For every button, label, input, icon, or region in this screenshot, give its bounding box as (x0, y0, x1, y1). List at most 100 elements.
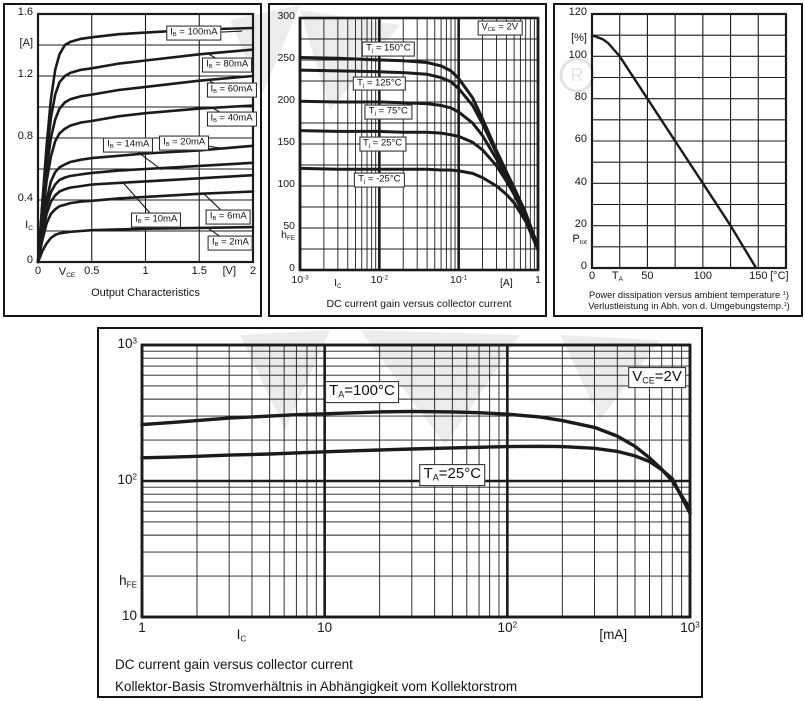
plot-frame (36, 12, 255, 264)
curve-IB-40mA (36, 104, 255, 264)
y-tick-label: 60 (574, 133, 587, 146)
y-axis-label: hFE (119, 572, 137, 590)
curve-Tj--25C (298, 166, 540, 252)
x-axis-label: IC (334, 277, 342, 290)
annotation-T-j-75-C: Tj = 75°C (364, 104, 412, 120)
y-tick-label: 1.2 (17, 68, 33, 81)
y-tick-label: 120 (568, 6, 587, 19)
annotation-T-j-125-C: Tj = 125°C (353, 76, 406, 91)
y-tick-label: 40 (574, 175, 587, 188)
x-tick-label: 1 (142, 265, 149, 277)
x-tick-label: 103 (680, 620, 700, 635)
x-tick-label: 10-3 (291, 274, 309, 286)
curve-TA-25C (140, 444, 692, 515)
annotation-I-B-40mA: IB = 40mA (206, 111, 257, 127)
y-tick-label: 1.6 (17, 6, 33, 19)
annotation-I-B-80mA: IB = 80mA (202, 57, 253, 73)
curve-TA-100C (140, 409, 692, 511)
curve-Tj-125C (298, 68, 540, 249)
x-tick-label: 0 (34, 265, 42, 277)
y-tick-label: 0 (26, 254, 33, 267)
y-tick-label: 150 (277, 136, 295, 149)
x-tick-label: 1 (138, 620, 146, 635)
annotation-T-j--25-C: Tj = -25°C (354, 172, 405, 188)
annotation-T-A-25-C: TA=25°C (419, 464, 486, 487)
x-axis-label: [°C] (770, 270, 789, 282)
annotation-T-j-150-C: Tj = 150°C (362, 41, 415, 57)
curve-IB-80mA (36, 48, 255, 264)
annotation-V-CE-2V: VCE = 2V (477, 20, 523, 36)
y-tick-label: 100 (277, 178, 295, 191)
y-tick-label: 102 (117, 471, 137, 487)
y-tick-label: 0.4 (17, 192, 33, 205)
chart-caption: Output Characteristics (91, 287, 200, 299)
plot-frame (140, 343, 692, 619)
curve-IB-6mA (36, 190, 255, 264)
annotation-I-B-14mA: IB = 14mA (103, 137, 154, 153)
annotation-I-B-60mA: IB = 60mA (206, 82, 257, 98)
curve-IB-10mA (36, 173, 255, 264)
chart-canvas (590, 12, 788, 270)
x-tick-label: 50 (641, 270, 654, 282)
y-tick-label: 250 (277, 52, 295, 65)
annotation-I-B-2mA: IB = 2mA (208, 235, 253, 251)
x-tick-label: 10-1 (450, 274, 468, 286)
y-tick-label: 103 (117, 335, 137, 351)
y-tick-label: 300 (277, 10, 295, 23)
x-tick-label: 1 (535, 274, 541, 286)
x-tick-label: 0 (588, 270, 596, 282)
plot-frame (590, 12, 788, 270)
chart-caption: DC current gain versus collector current (326, 298, 512, 310)
x-tick-label: 10 (317, 620, 333, 635)
curve-IB-20mA (36, 144, 255, 264)
chart-hfe-vs-collector-current-large: 1 10 102 103 IC [mA] 10 102 103 hFE VCE=2V TA=100°C… (97, 327, 703, 698)
plot-frame (298, 16, 540, 272)
curve-IB-2mA (36, 225, 255, 264)
y-tick-label: 200 (277, 94, 295, 107)
annotation-I-B-100mA: IB = 100mA (166, 25, 222, 41)
chart-power-dissipation-derating: 0 50 100 150 TA [°C] 0 20 40 60 80 100 120 [%] Ptot Pow… (553, 3, 803, 317)
annotation-I-B-6mA: IB = 6mA (205, 209, 251, 225)
x-axis-label: IC (236, 627, 247, 644)
annotation-I-B-10mA: IB = 10mA (131, 212, 182, 228)
y-axis-label: [%] (571, 31, 587, 44)
x-axis-label: [mA] (599, 627, 628, 642)
x-tick-label: 102 (497, 620, 518, 635)
annotation-I-B-20mA: IB = 20mA (159, 135, 210, 151)
annotation-V-CE-2V: VCE=2V (628, 366, 686, 389)
y-tick-label: 80 (574, 90, 587, 103)
watermark-registered-letter: R (571, 65, 584, 85)
x-tick-label: 150 (749, 270, 768, 282)
curve-IB-60mA (36, 74, 255, 264)
annotation-T-A-100-C: TA=100°C (325, 381, 399, 404)
chart-hfe-vs-collector-current-temperature: 10-3 10-2 10-1 1 IC [A] 0 50 100 150 200 250 300 hFE V… (268, 3, 547, 317)
y-tick-label: 10 (121, 607, 137, 623)
chart-canvas (298, 16, 540, 272)
curve-Tj-150C (298, 56, 540, 248)
chart-caption: Kollektor-Basis Stromverhältnis in Abhän… (115, 679, 518, 694)
y-axis-label: IC (25, 218, 33, 232)
annotation-T-j-25-C: Tj = 25°C (359, 136, 407, 152)
y-tick-label: 100 (568, 48, 587, 61)
y-axis-label: [A] (19, 37, 33, 50)
curve-Tj-25C (298, 129, 540, 251)
chart-caption: Power dissipation versus ambient tempera… (589, 290, 789, 300)
y-tick-label: 0 (289, 262, 295, 275)
x-axis-label: VCE (58, 266, 76, 279)
watermark-swoosh (360, 330, 520, 445)
y-axis-label: Ptot (572, 232, 587, 246)
chart-caption: Verlustleistung in Abh. von d. Umgebungs… (588, 301, 790, 311)
y-tick-label: 0.8 (17, 130, 33, 143)
chart-canvas (140, 343, 692, 619)
y-tick-label: 50 (283, 220, 295, 233)
x-tick-label: 100 (693, 270, 713, 282)
curve-Ptot-derating (590, 34, 758, 270)
y-axis-label: hFE (281, 228, 295, 242)
x-axis-label: [V] (222, 265, 237, 277)
y-tick-label: 0 (580, 260, 587, 273)
x-tick-label: 0.5 (84, 265, 100, 277)
curve-IB-14mA (36, 161, 255, 264)
x-tick-label: 10-2 (370, 274, 388, 286)
watermark-swoosh (240, 330, 330, 430)
chart-caption: DC current gain versus collector current (115, 657, 353, 672)
